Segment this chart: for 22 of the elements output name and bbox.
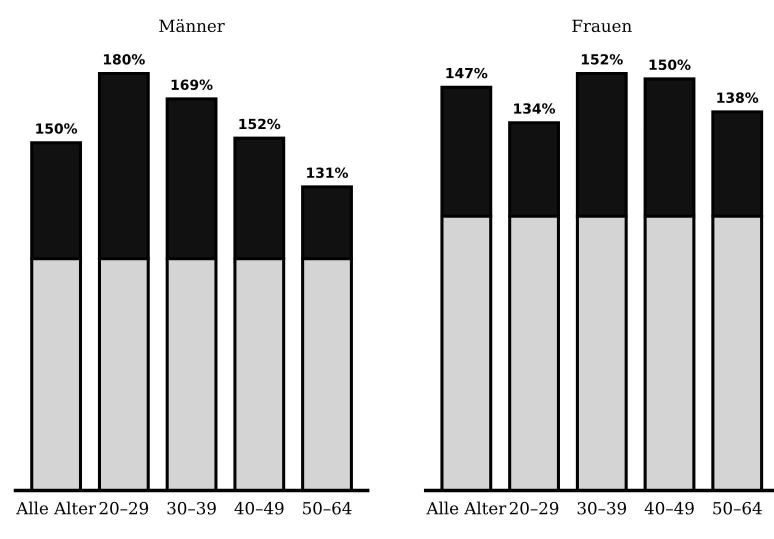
x-tick-label: 30–39 — [578, 502, 626, 514]
annotation: 152% — [239, 118, 280, 130]
x-tick-label: Alle Alter — [16, 502, 96, 514]
annotation: 150% — [36, 123, 78, 134]
x-tick-label: 40–49 — [644, 502, 694, 514]
x-tick-label: 30–39 — [167, 502, 216, 514]
annotation: 131% — [307, 167, 348, 178]
x-tick-label: 20–29 — [510, 502, 558, 514]
x-tick-label: 50–64 — [713, 502, 762, 514]
annotation: 134% — [514, 103, 556, 114]
annotation: 138% — [717, 92, 758, 103]
x-tick-label: 40–49 — [234, 502, 284, 514]
chart-title: Männer — [159, 19, 225, 32]
annotation: 150% — [650, 59, 691, 70]
x-tick-label: 50–64 — [303, 502, 352, 514]
annotation: 147% — [446, 68, 488, 78]
x-tick-label: 20–29 — [100, 502, 148, 514]
annotation: 180% — [104, 54, 145, 65]
chart-title: Frauen — [572, 20, 632, 32]
x-tick-label: Alle Alter — [426, 502, 506, 514]
annotation: 152% — [582, 54, 623, 65]
annotation: 169% — [172, 80, 213, 90]
